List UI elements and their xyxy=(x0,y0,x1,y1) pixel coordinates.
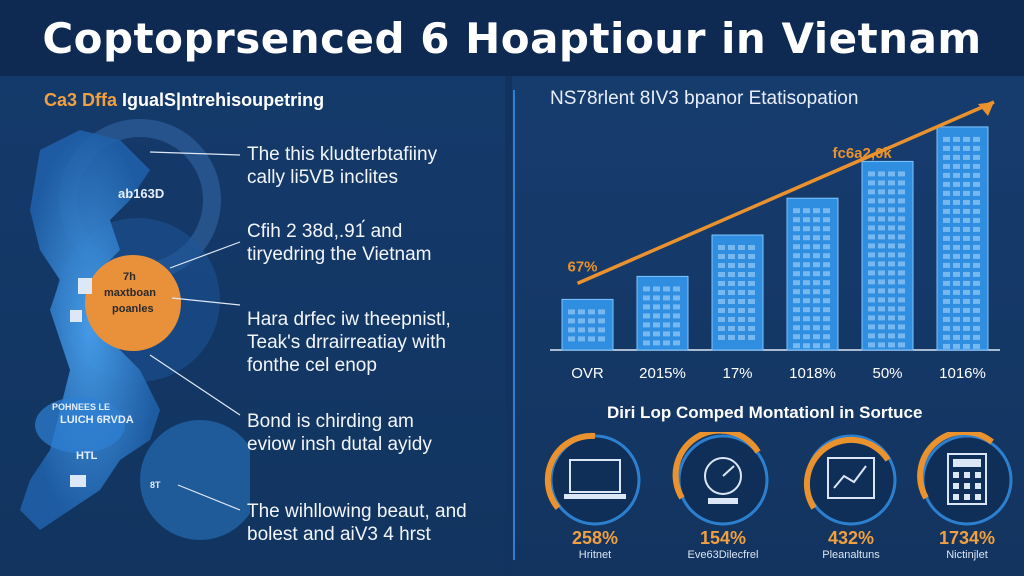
chart-annotation: 67% xyxy=(568,258,598,275)
chart-bar xyxy=(936,126,989,351)
calculator-icon xyxy=(917,429,1013,526)
stat-percent: 154% xyxy=(699,528,747,548)
stat-caption: Hritnet xyxy=(578,549,612,561)
chart-frame-icon xyxy=(803,434,897,526)
stat-percent: 1734% xyxy=(938,528,996,548)
callout-2: Cfih 2 38d,.91́ and tiryedring the Vietna… xyxy=(247,221,432,265)
left-section-title: Ca3 Dffa IgualS|ntrehisoupetring xyxy=(44,90,325,110)
callout-4: Bond is chirding am eviow insh dutal ayid… xyxy=(247,411,432,455)
callout-3: Hara drfec iw theepnistl, Teak's drrairre… xyxy=(247,309,451,376)
bottom-section-title: Diri Lop Comped Montationl in Sortuce xyxy=(607,403,923,422)
stat-caption: Pleanaltuns xyxy=(822,549,880,561)
page-title: Coptoprsenced 6 Hoaptiour in Vietnam xyxy=(42,13,982,63)
map-label: POHNEES LE xyxy=(52,402,111,412)
callout-1: The this kludterbtafiiny cally li5VB incl… xyxy=(247,144,438,188)
vietnam-map xyxy=(20,119,250,540)
x-tick-label: 2015% xyxy=(639,365,686,382)
title-bar: Coptoprsenced 6 Hoaptiour in Vietnam xyxy=(0,0,1024,76)
x-tick-label: 50% xyxy=(872,365,902,382)
map-label: poanles xyxy=(112,303,154,315)
stat-calculator: 1734% Nictinjlet xyxy=(912,429,1022,562)
chart-bar xyxy=(561,298,614,351)
stat-caption: Nictinjlet xyxy=(946,549,988,561)
laptop-icon xyxy=(544,432,641,526)
map-label: 8T xyxy=(150,480,161,490)
chart-annotation: fc6a2,0k xyxy=(833,145,893,162)
stat-caption: Eve63Dilecfrel xyxy=(687,549,759,561)
stat-laptop: 258% Hritnet xyxy=(540,432,650,562)
x-tick-label: 17% xyxy=(722,365,752,382)
panel-divider xyxy=(513,90,515,560)
stat-gauge: 154% Eve63Dilecfrel xyxy=(668,427,778,562)
callout-connectors xyxy=(149,151,241,511)
chart-bar xyxy=(786,197,839,351)
x-tick-label: OVR xyxy=(571,365,604,382)
trend-arrow-head xyxy=(978,102,994,116)
chart-bar xyxy=(636,275,689,351)
map-label: LUICH 6RVDA xyxy=(60,414,134,426)
map-label: 7h xyxy=(123,271,136,283)
chart-bar xyxy=(711,234,764,351)
map-label: maxtboan xyxy=(104,287,156,299)
stat-percent: 258% xyxy=(571,528,619,548)
x-tick-label: 1016% xyxy=(939,365,986,382)
bar-chart: OVR 2015% 17% 1018% 50% 1016% 67% fc6a2,0k xyxy=(550,100,1000,382)
map-label: ab163D xyxy=(118,186,165,201)
trend-arrow xyxy=(576,100,995,286)
map-label: HTL xyxy=(76,450,98,462)
stat-percent: 432% xyxy=(827,528,875,548)
chart-title: NS78rlent 8IV3 bpanor Etatisopation xyxy=(550,88,859,109)
stat-chart-frame: 432% Pleanaltuns xyxy=(796,432,906,562)
callout-5: The wihllowing beaut, and bolest and aiV3… xyxy=(247,501,467,545)
x-tick-label: 1018% xyxy=(789,365,836,382)
chart-bar xyxy=(861,160,914,351)
gauge-icon xyxy=(672,427,769,526)
